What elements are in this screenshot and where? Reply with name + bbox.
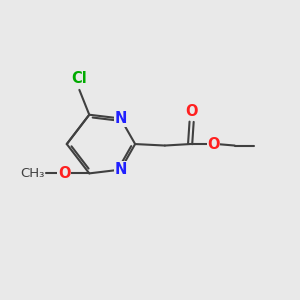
Text: N: N: [114, 111, 127, 126]
Text: O: O: [208, 136, 220, 152]
Text: CH₃: CH₃: [20, 167, 45, 180]
Text: O: O: [185, 104, 198, 119]
Text: Cl: Cl: [71, 71, 87, 86]
Text: O: O: [58, 166, 70, 181]
Text: N: N: [114, 162, 127, 177]
